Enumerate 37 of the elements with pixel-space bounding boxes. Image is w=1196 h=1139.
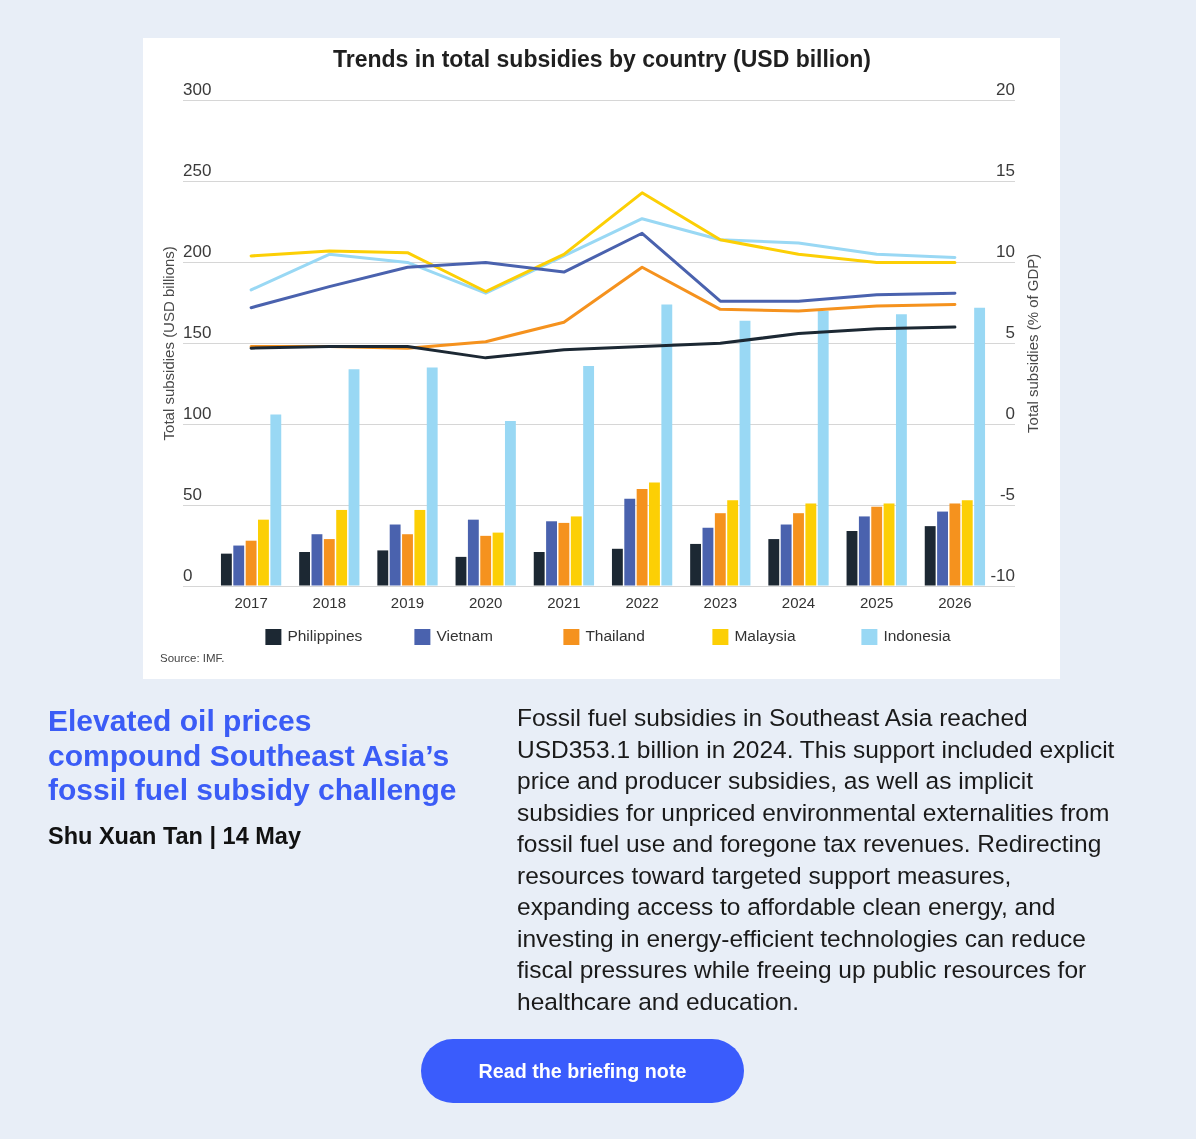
legend-label: Indonesia xyxy=(883,627,951,645)
x-tick-label: 2025 xyxy=(860,594,894,612)
y2-tick-label: -5 xyxy=(999,484,1015,504)
y-tick-label: 150 xyxy=(183,322,212,342)
x-tick-label: 2026 xyxy=(938,594,972,612)
y2-tick-label: 20 xyxy=(996,80,1015,100)
text: Elevated oil prices compound Southeast Asia’s fossil fuel subsidy challenge xyxy=(48,704,458,808)
legend-label: Thailand xyxy=(585,627,645,645)
y2-tick-label: -10 xyxy=(990,565,1015,585)
x-tick-label: 2018 xyxy=(312,594,346,612)
y2-tick-label: 5 xyxy=(1005,322,1015,342)
text: Shu Xuan Tan | 14 May xyxy=(48,823,301,850)
x-tick-label: 2017 xyxy=(234,594,268,612)
legend-label: Malaysia xyxy=(734,627,796,645)
y2-axis-title: Total subsidies (% of GDP) xyxy=(1024,253,1042,433)
legend-label: Philippines xyxy=(287,627,363,645)
y2-tick-label: 10 xyxy=(996,242,1015,262)
chart-title: Trends in total subsidies by country (USD billion) xyxy=(333,46,871,73)
y-tick-label: 50 xyxy=(183,484,202,504)
y-tick-label: 300 xyxy=(183,80,212,100)
y-tick-label: 250 xyxy=(183,161,212,181)
legend-label: Vietnam xyxy=(436,627,493,645)
x-tick-label: 2021 xyxy=(547,594,581,612)
source-note: Source: IMF. xyxy=(160,652,225,664)
x-tick-label: 2023 xyxy=(703,594,737,612)
x-tick-label: 2019 xyxy=(390,594,425,612)
y-tick-label: 200 xyxy=(183,242,212,262)
x-tick-label: 2024 xyxy=(781,594,816,612)
text: Fossil fuel subsidies in Southeast Asia reached USD353.1 billion in 2024. This support included explicit price and producer subsidies, as well as implicit subsidies for unpriced environmental externalities from fossil fuel use and foregone tax revenues. Redirecting resources toward targeted support measures, expanding access to affordable clean energy, and investing in energy-efficient technologies can reduce fiscal pressures while freeing up public resources for healthcare and education. xyxy=(517,704,1115,1015)
y2-tick-label: 0 xyxy=(1005,403,1015,423)
y-axis-title: Total subsidies (USD billions) xyxy=(160,246,178,441)
x-tick-label: 2020 xyxy=(469,594,503,612)
x-tick-label: 2022 xyxy=(625,594,659,612)
y2-tick-label: 15 xyxy=(996,161,1015,181)
y-tick-label: 0 xyxy=(183,565,193,585)
y-tick-label: 100 xyxy=(183,403,212,423)
button[interactable]: Read the briefing note xyxy=(421,1039,744,1103)
